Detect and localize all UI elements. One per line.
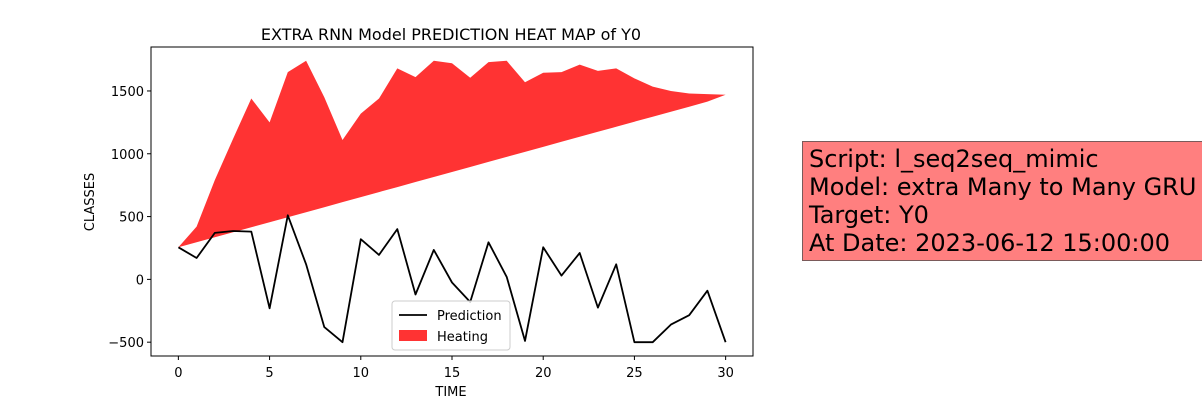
plot-frame [150, 46, 754, 357]
x-tick-label: 20 [535, 366, 552, 381]
x-tick-label: 25 [626, 366, 643, 381]
prediction-line [177, 214, 727, 344]
legend-heating-label: Heating [437, 330, 488, 345]
y-tick-label: 1000 [111, 148, 144, 163]
legend-prediction-label: Prediction [437, 309, 502, 324]
y-tick-label: 500 [119, 211, 144, 226]
x-tick-label: 0 [174, 366, 182, 381]
chart-title: EXTRA RNN Model PREDICTION HEAT MAP of Y… [261, 25, 641, 44]
heating-area [178, 60, 726, 248]
legend-heating-swatch [399, 330, 427, 341]
y-tick-label: −500 [108, 336, 144, 351]
x-tick-label: 30 [717, 366, 734, 381]
y-tick-label: 0 [136, 273, 144, 288]
x-tick-label: 15 [444, 366, 461, 381]
x-tick-label: 5 [265, 366, 273, 381]
y-tick-label: 1500 [111, 85, 144, 100]
y-axis-label: CLASSES [83, 173, 98, 231]
x-axis-label: TIME [434, 385, 466, 400]
legend: Prediction Heating [391, 300, 511, 351]
x-tick-label: 10 [353, 366, 370, 381]
